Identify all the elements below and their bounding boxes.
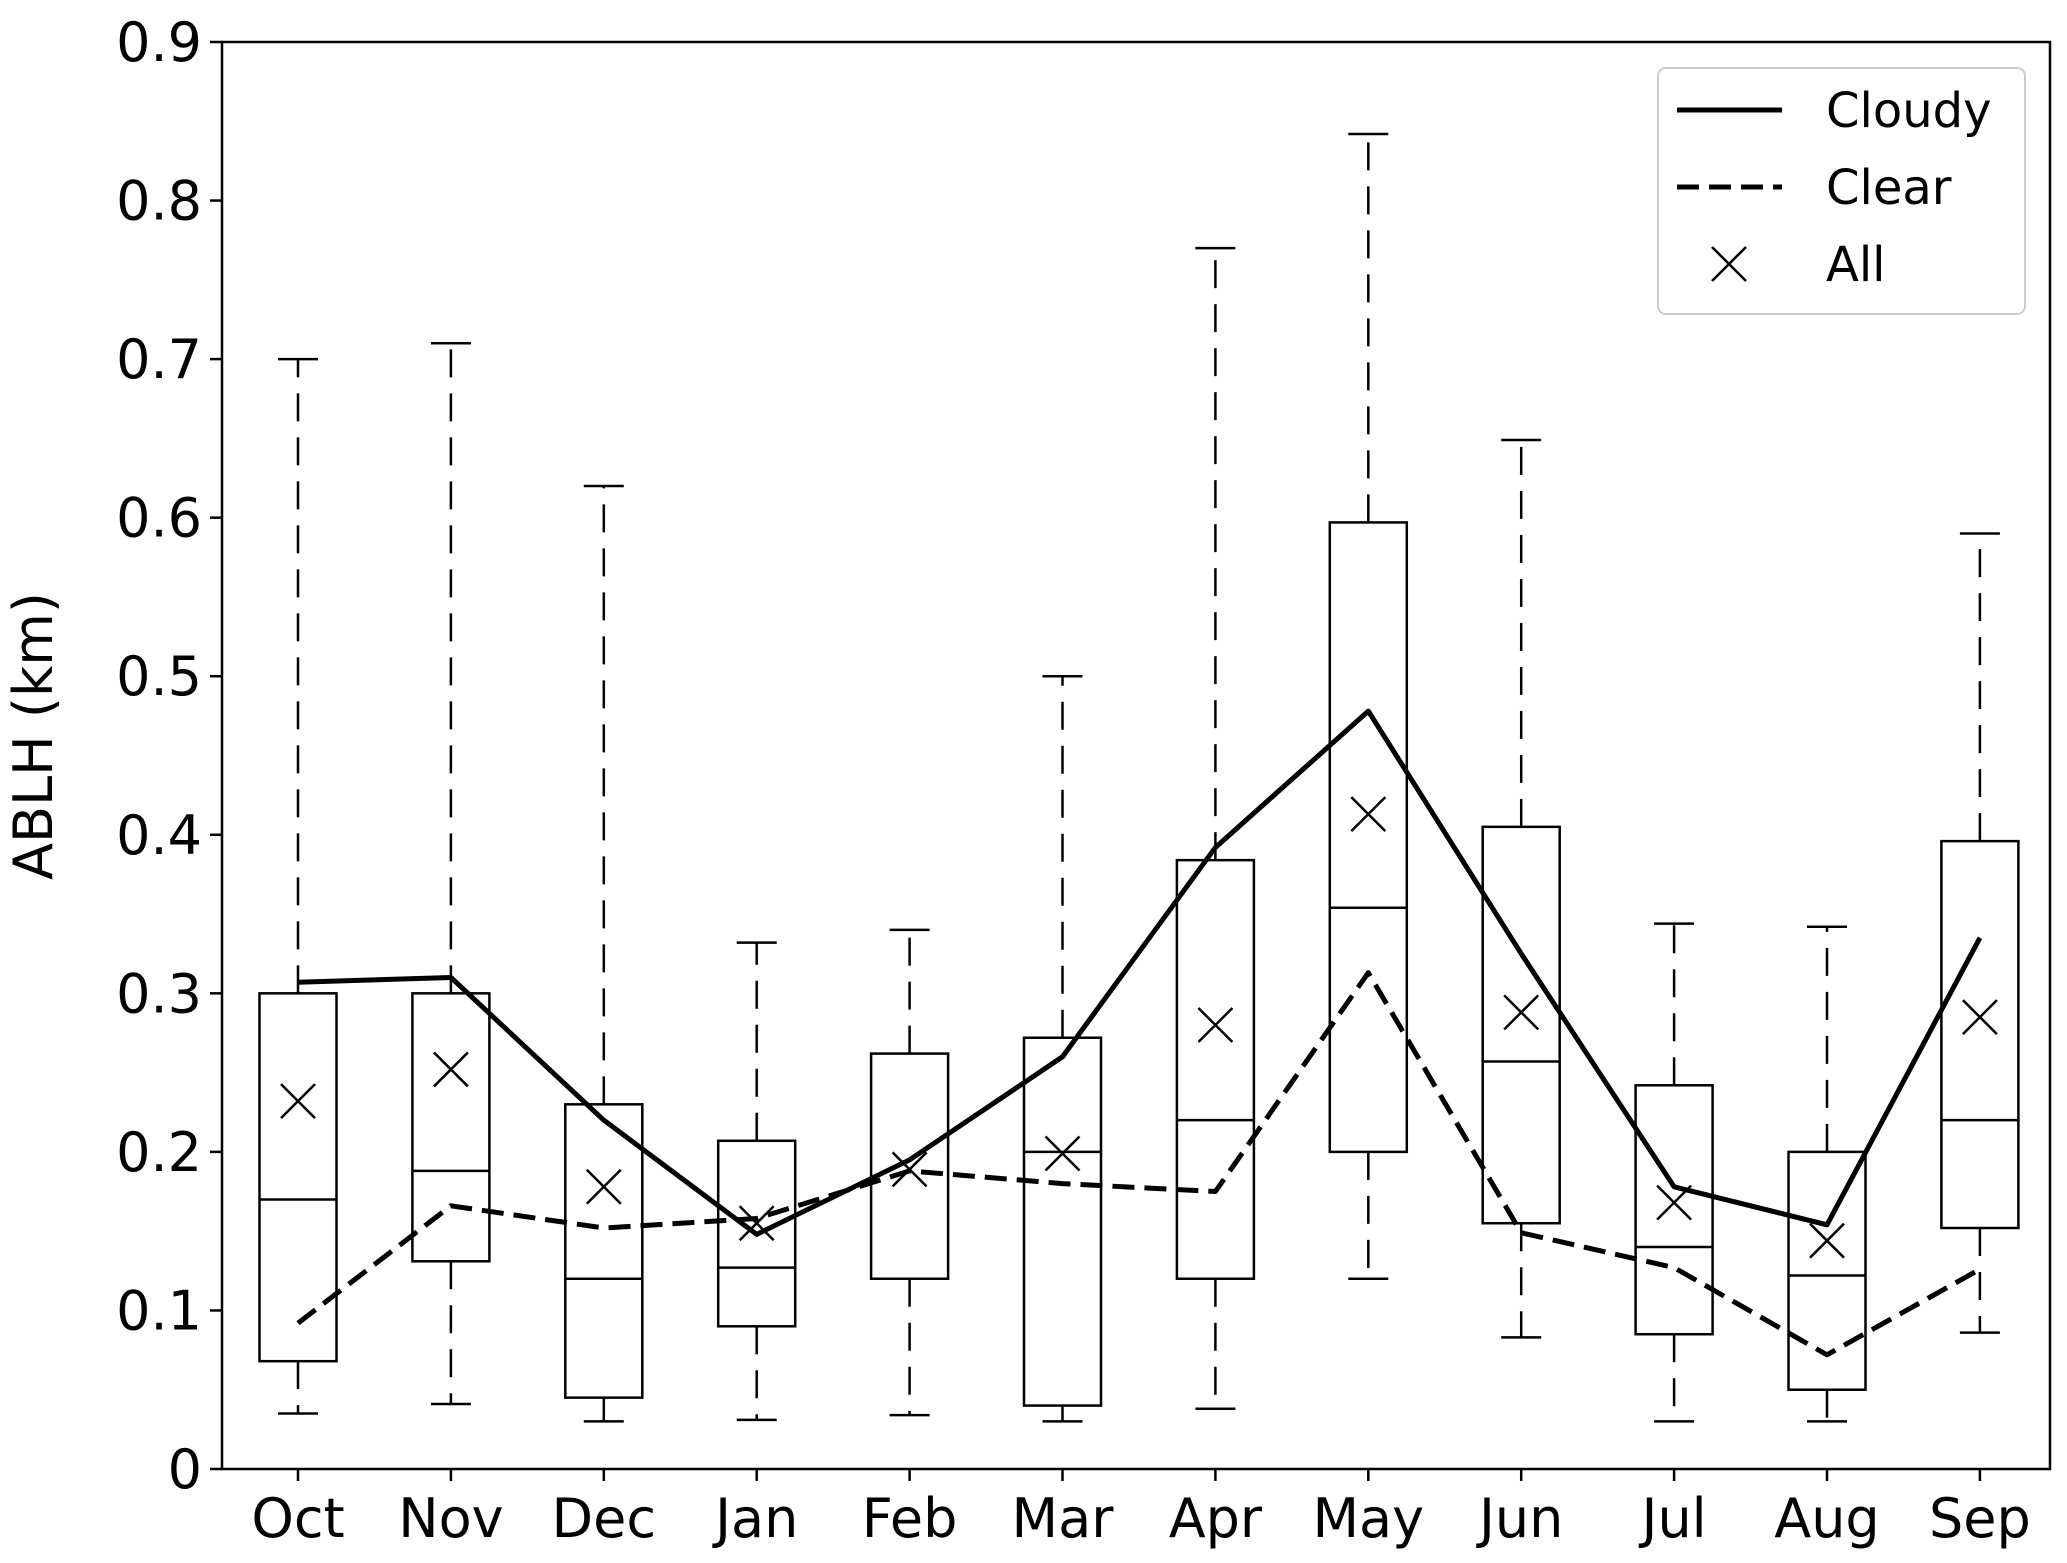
box-jun <box>1481 438 1561 1339</box>
legend: Cloudy Clear All <box>1657 67 2026 315</box>
y-axis-label: ABLH (km) <box>2 592 65 880</box>
box-apr <box>1175 246 1256 1410</box>
y-tick-label: 0.3 <box>116 962 202 1025</box>
y-tick-label: 0.4 <box>116 804 202 867</box>
legend-frame <box>1657 67 2026 315</box>
plot-frame <box>220 40 2052 1471</box>
axes: 0 0.1 0.2 0.3 0.4 0.5 0.6 0.7 0.8 0.9 Oct Nov Dec Jan… <box>116 11 2052 1550</box>
y-tick-label: 0.2 <box>116 1121 202 1184</box>
x-tick-label: Jul <box>1639 1487 1707 1550</box>
x-tick-label: Nov <box>398 1487 503 1550</box>
x-tick-label: Jun <box>1476 1487 1563 1550</box>
all-marker-sep <box>1962 999 1998 1036</box>
box-feb <box>869 928 950 1417</box>
clear-series-line <box>296 970 1982 1358</box>
box-aug <box>1787 925 1867 1423</box>
x-tick-label: Apr <box>1169 1487 1263 1550</box>
y-tick-label: 0 <box>168 1438 202 1501</box>
all-marker-jul <box>1656 1184 1692 1221</box>
all-marker-may <box>1350 796 1387 833</box>
iqr-box <box>1328 521 1409 1154</box>
x-tick-label: Dec <box>552 1487 657 1550</box>
iqr-box <box>258 992 338 1363</box>
box-nov <box>411 342 491 1406</box>
y-tick-label: 0.8 <box>116 170 202 233</box>
box-may <box>1328 132 1409 1280</box>
all-marker-apr <box>1197 1007 1234 1043</box>
x-tick-label: Sep <box>1929 1487 2031 1550</box>
x-tick-label: Jan <box>712 1487 798 1550</box>
iqr-box <box>1175 858 1256 1280</box>
all-marker-feb <box>891 1151 928 1188</box>
x-tick-label: Oct <box>251 1487 344 1550</box>
y-tick-label: 0.9 <box>116 11 202 74</box>
iqr-box <box>1787 1150 1867 1391</box>
x-tick-label: Feb <box>862 1487 958 1550</box>
y-tick-label: 0.5 <box>116 645 202 708</box>
box-oct <box>258 357 338 1415</box>
iqr-box <box>869 1052 950 1280</box>
legend-cloudy-label: Cloudy <box>1826 83 1992 139</box>
all-marker-jun <box>1503 994 1540 1031</box>
x-tick-label: Aug <box>1774 1487 1879 1550</box>
all-marker-mar <box>1044 1135 1081 1172</box>
y-tick-label: 0.1 <box>116 1279 202 1342</box>
legend-all-label: All <box>1826 237 1886 293</box>
iqr-box <box>564 1103 644 1399</box>
all-marker-dec <box>585 1168 622 1205</box>
legend-all-swatch <box>1711 246 1747 282</box>
all-marker-jan <box>738 1205 775 1242</box>
box-mar <box>1022 674 1103 1423</box>
all-marker-nov <box>433 1051 469 1088</box>
box-dec <box>564 484 644 1423</box>
y-tick-label: 0.7 <box>116 328 202 391</box>
y-tick-label: 0.6 <box>116 487 202 550</box>
all-marker-oct <box>280 1083 316 1120</box>
box-sep <box>1940 532 2020 1334</box>
iqr-box <box>716 1139 797 1328</box>
cloudy-series-line <box>297 708 1983 1237</box>
all-marker-aug <box>1809 1222 1845 1259</box>
box-jul <box>1634 922 1714 1423</box>
iqr-box <box>1634 1084 1714 1336</box>
x-tick-label: Mar <box>1012 1487 1115 1550</box>
iqr-box <box>411 992 491 1263</box>
plot-area <box>258 132 2020 1423</box>
iqr-box <box>1481 825 1561 1225</box>
legend-clear-label: Clear <box>1826 160 1952 216</box>
iqr-box <box>1940 839 2020 1230</box>
iqr-box <box>1022 1036 1103 1407</box>
x-tick-label: May <box>1312 1487 1424 1550</box>
box-jan <box>716 941 797 1422</box>
